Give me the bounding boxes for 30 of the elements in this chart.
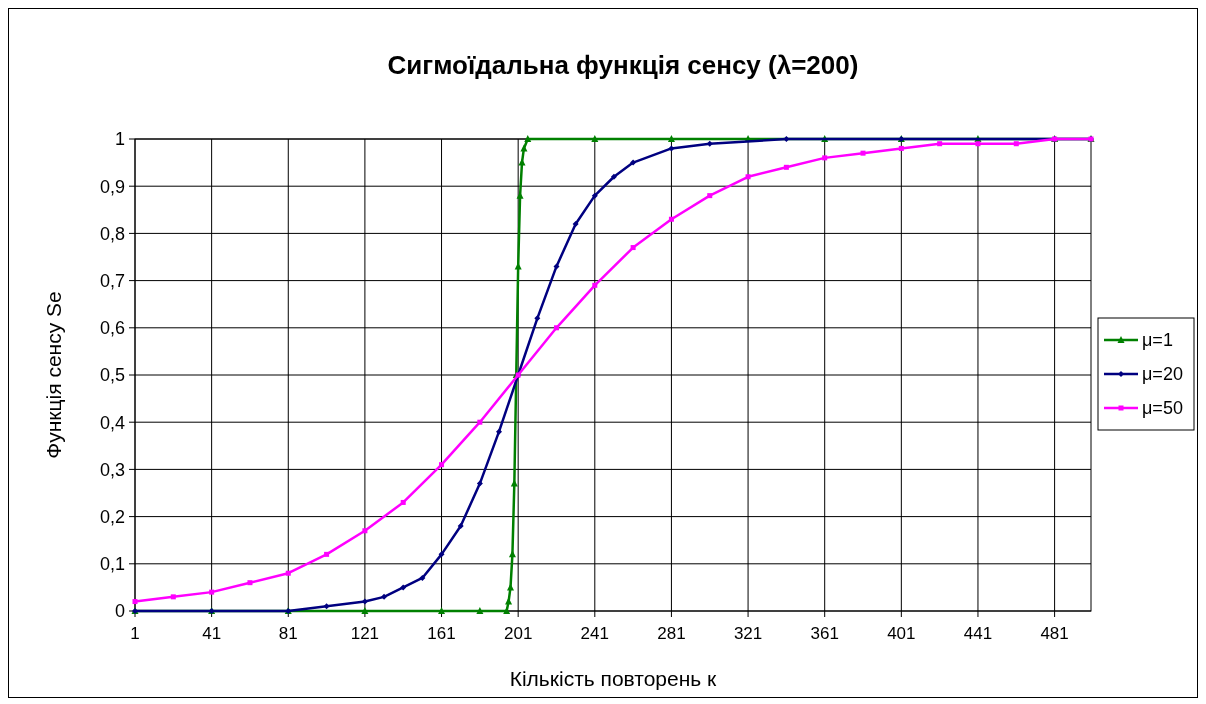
x-tick-label: 41 (202, 624, 222, 643)
x-tick-label: 401 (887, 624, 916, 643)
y-tick-label: 0,2 (99, 506, 125, 527)
x-tick-label: 441 (963, 624, 993, 643)
x-tick-label: 281 (657, 624, 686, 643)
x-tick-label: 1 (130, 624, 140, 643)
x-tick-label: 321 (733, 624, 763, 643)
x-tick-label: 201 (503, 624, 533, 643)
y-tick-label: 0 (114, 601, 125, 622)
chart-title: Сигмоїдальна функція сенсу (λ=200) (387, 50, 859, 80)
legend-label: μ=20 (1142, 364, 1183, 385)
y-tick-label: 0,1 (99, 554, 125, 575)
y-tick-label: 0,7 (99, 270, 125, 291)
y-tick-label: 0,8 (99, 223, 125, 244)
legend-label: μ=1 (1142, 330, 1173, 351)
x-tick-label: 81 (278, 624, 298, 643)
y-tick-label: 0,5 (99, 365, 125, 386)
y-tick-label: 0,9 (99, 176, 125, 197)
y-tick-label: 0,4 (99, 412, 125, 433)
x-tick-label: 481 (1040, 624, 1069, 643)
y-tick-label: 1 (114, 129, 125, 150)
x-tick-label: 161 (427, 624, 456, 643)
y-tick-label: 0,6 (99, 318, 125, 339)
y-tick-label: 0,3 (99, 459, 125, 480)
legend-label: μ=50 (1142, 398, 1183, 419)
x-tick-label: 361 (810, 624, 839, 643)
x-tick-label: 241 (580, 624, 609, 643)
y-axis-title: Функція сенсу Se (42, 291, 65, 459)
x-axis-title: Кількість повторень к (509, 667, 718, 690)
x-tick-label: 121 (350, 624, 380, 643)
